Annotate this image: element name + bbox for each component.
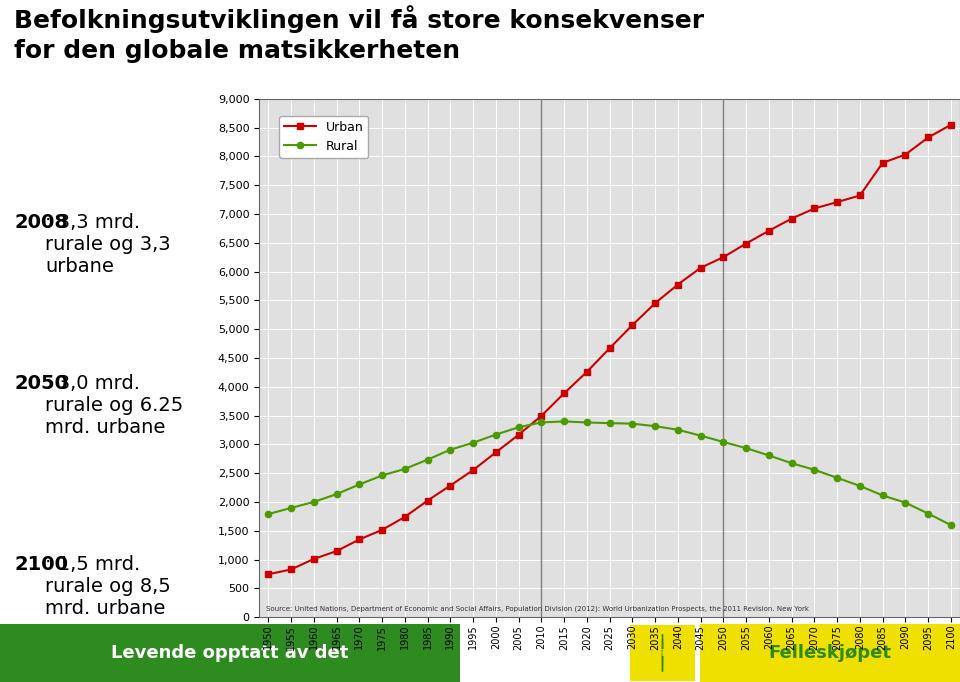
Urban — [831, 198, 843, 206]
Rural — [559, 417, 570, 426]
Urban — [718, 253, 730, 261]
Text: 2050: 2050 — [14, 374, 69, 393]
Urban — [740, 239, 752, 248]
Rural — [490, 430, 501, 439]
Text: FK: FK — [657, 649, 668, 657]
Rural — [649, 422, 660, 430]
Urban — [627, 321, 638, 329]
Rural — [513, 424, 524, 432]
Urban — [421, 496, 433, 505]
Urban — [923, 134, 934, 142]
Rural — [808, 466, 820, 474]
Urban — [285, 565, 297, 574]
Rural — [695, 432, 707, 440]
Urban — [695, 264, 707, 272]
Rural — [421, 456, 433, 464]
Rural — [786, 459, 798, 467]
Rural — [285, 504, 297, 512]
Urban — [399, 513, 411, 521]
Urban — [536, 412, 547, 420]
Rural — [672, 426, 684, 434]
Rural — [718, 438, 730, 446]
Text: : 3,0 mrd.
rurale og 6.25
mrd. urbane: : 3,0 mrd. rurale og 6.25 mrd. urbane — [45, 374, 183, 436]
Urban — [900, 151, 911, 159]
Urban — [331, 547, 343, 555]
Urban — [468, 466, 479, 474]
Urban — [946, 121, 957, 129]
Rural — [468, 439, 479, 447]
Urban — [786, 215, 798, 223]
Rural — [376, 471, 388, 479]
Urban — [604, 344, 615, 353]
Urban — [308, 555, 320, 563]
Text: Levende opptatt av det: Levende opptatt av det — [111, 644, 348, 662]
Rural — [399, 465, 411, 473]
Rural — [353, 480, 365, 488]
Rural — [946, 521, 957, 529]
Urban — [376, 526, 388, 534]
Urban — [490, 448, 501, 456]
Text: Felleskjøpet: Felleskjøpet — [769, 644, 892, 662]
Rural — [627, 419, 638, 428]
Rural — [331, 490, 343, 499]
Line: Rural: Rural — [265, 418, 954, 528]
Urban — [876, 159, 888, 167]
Rural — [923, 509, 934, 518]
Rural — [604, 419, 615, 427]
Rural — [763, 451, 775, 460]
Urban — [581, 368, 592, 376]
Rural — [536, 418, 547, 426]
Rural — [308, 498, 320, 506]
Text: 2100: 2100 — [14, 555, 69, 574]
Text: : 1,5 mrd.
rurale og 8,5
mrd. urbane: : 1,5 mrd. rurale og 8,5 mrd. urbane — [45, 555, 171, 618]
Urban — [854, 192, 866, 200]
Line: Urban: Urban — [265, 121, 954, 578]
Rural — [444, 445, 456, 454]
Rural — [740, 444, 752, 452]
Urban — [444, 481, 456, 490]
Bar — [700, 624, 960, 682]
Urban — [649, 299, 660, 308]
Text: Source: United Nations, Department of Economic and Social Affairs, Population Di: Source: United Nations, Department of Ec… — [266, 606, 809, 612]
Urban — [672, 280, 684, 288]
Text: 2008: 2008 — [14, 213, 69, 232]
Rural — [854, 481, 866, 490]
Rural — [581, 418, 592, 426]
Rural — [900, 499, 911, 507]
Rural — [262, 510, 274, 518]
Urban — [262, 570, 274, 578]
Rural — [876, 491, 888, 499]
Bar — [630, 625, 695, 681]
Text: Befolkningsutviklingen vil få store konsekvenser
for den globale matsikkerheten: Befolkningsutviklingen vil få store kons… — [14, 5, 705, 63]
Legend: Urban, Rural: Urban, Rural — [279, 115, 369, 158]
Rural — [831, 474, 843, 482]
Text: : 3,3 mrd.
rurale og 3,3
urbane: : 3,3 mrd. rurale og 3,3 urbane — [45, 213, 171, 276]
Urban — [763, 226, 775, 235]
Urban — [513, 430, 524, 439]
Urban — [808, 205, 820, 213]
Urban — [559, 389, 570, 398]
Urban — [353, 535, 365, 544]
Bar — [0, 624, 460, 682]
